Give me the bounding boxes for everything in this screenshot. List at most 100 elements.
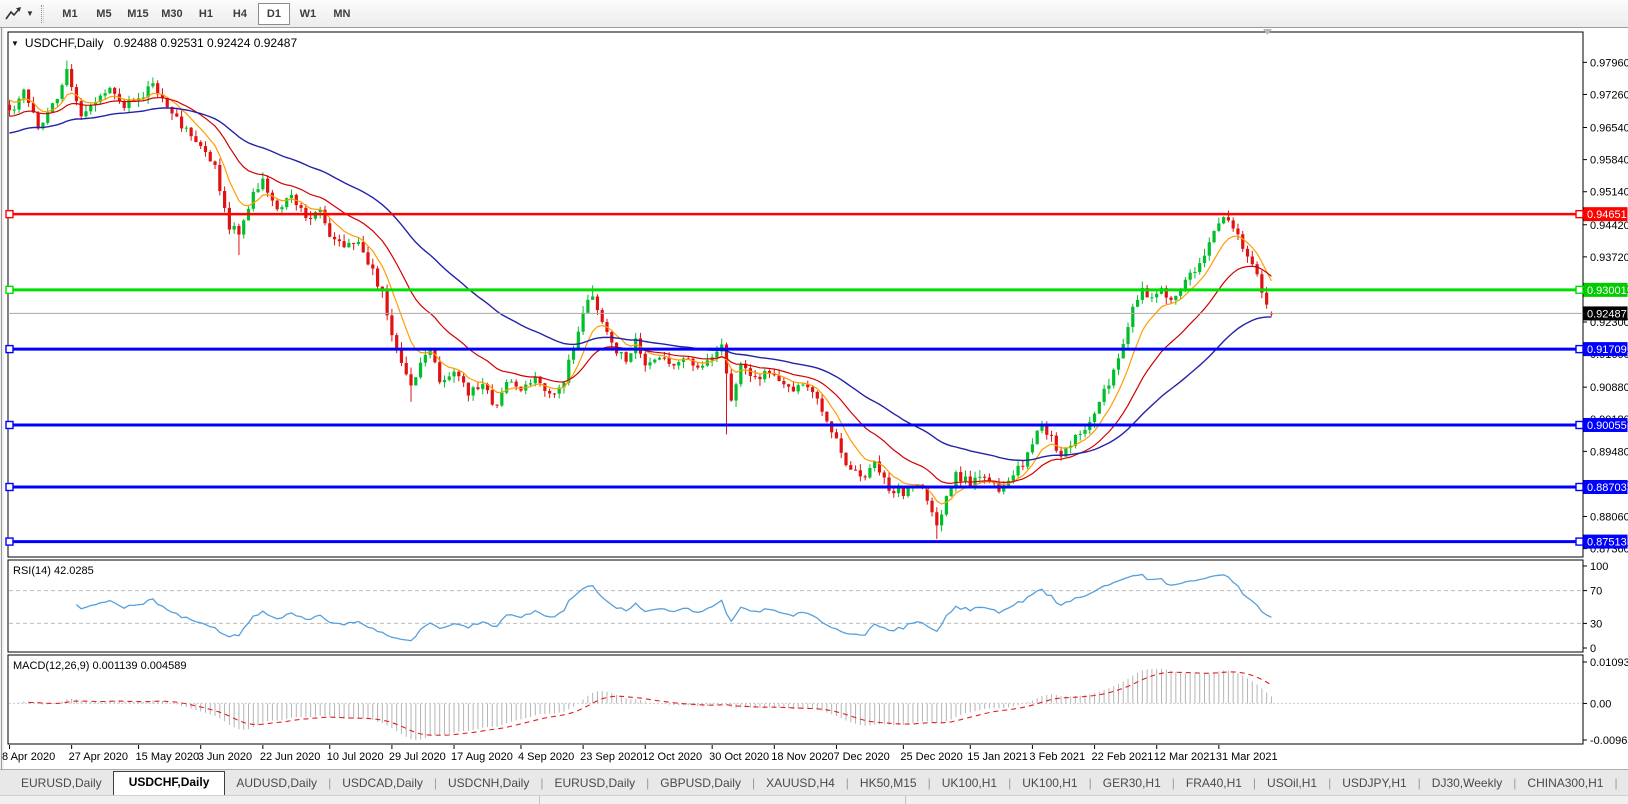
line-handle[interactable]	[6, 538, 13, 545]
price-tag-0.90055-text: 0.90055	[1587, 420, 1627, 432]
candle-body	[467, 383, 470, 396]
candle-body	[376, 269, 379, 287]
tab-GBPUSD-Daily[interactable]: GBPUSD,Daily	[649, 772, 752, 795]
candle-body	[816, 392, 819, 399]
candle-body	[419, 363, 422, 378]
candle-body	[481, 384, 484, 389]
tab-GER30-H1[interactable]: GER30,H1	[1092, 772, 1172, 795]
candle-body	[1131, 307, 1134, 327]
timeframe-button-M15[interactable]: M15	[122, 3, 154, 25]
tab-XAUUSD-H4[interactable]: XAUUSD,H4	[755, 772, 846, 795]
rsi-tick-label: 0	[1590, 643, 1596, 655]
date-tick-label: 12 Mar 2021	[1154, 751, 1216, 763]
candle-body	[1021, 466, 1024, 467]
chart-menu-triangle-icon[interactable]: ▼	[11, 39, 19, 48]
tab-USDCNH-Daily[interactable]: USDCNH,Daily	[437, 772, 540, 795]
candle-body	[763, 371, 766, 379]
candle-body	[821, 399, 824, 412]
price-tag-0.87513: 0.87513	[1584, 535, 1628, 549]
tab-UK100-H1[interactable]: UK100,H1	[1011, 772, 1088, 795]
tab-FRA40-H1[interactable]: FRA40,H1	[1175, 772, 1253, 795]
timeframe-button-H1[interactable]: H1	[190, 3, 222, 25]
line-handle[interactable]	[1576, 211, 1583, 218]
line-handle[interactable]	[1576, 286, 1583, 293]
candle-body	[954, 472, 957, 487]
candle-body	[343, 241, 346, 247]
candle-body	[854, 470, 857, 471]
candle-body	[543, 383, 546, 391]
candle-body	[758, 377, 761, 379]
line-handle[interactable]	[1576, 484, 1583, 491]
macd-tick-label: 0.00	[1590, 698, 1611, 710]
candle-body	[180, 117, 183, 129]
main-chart-panel[interactable]	[8, 32, 1583, 557]
candle-body	[252, 192, 255, 209]
tab-U[interactable]: U	[1618, 772, 1628, 795]
candle-body	[1126, 327, 1129, 344]
line-handle[interactable]	[1576, 421, 1583, 428]
price-chart[interactable]: 0.979600.972600.965400.958400.951400.944…	[0, 0, 1628, 770]
candle-body	[1012, 475, 1015, 480]
candle-body	[868, 468, 871, 477]
candle-body	[548, 391, 551, 394]
candle-body	[586, 300, 589, 313]
tab-USDCHF-Daily[interactable]: USDCHF,Daily	[113, 771, 226, 795]
chart-cursor-icon[interactable]	[4, 6, 24, 22]
candle-body	[347, 243, 350, 247]
timeframe-button-W1[interactable]: W1	[292, 3, 324, 25]
tab-DJ30-Weekly[interactable]: DJ30,Weekly	[1421, 772, 1513, 795]
timeframe-button-M1[interactable]: M1	[54, 3, 86, 25]
macd-panel[interactable]	[8, 655, 1583, 744]
candle-body	[60, 85, 63, 99]
line-handle[interactable]	[6, 484, 13, 491]
timeframe-button-M5[interactable]: M5	[88, 3, 120, 25]
candle-body	[582, 313, 585, 332]
timeframe-button-H4[interactable]: H4	[224, 3, 256, 25]
tab-USDCAD-Daily[interactable]: USDCAD,Daily	[331, 772, 434, 795]
price-tick-label: 0.95840	[1590, 155, 1628, 167]
price-tag-0.87513-text: 0.87513	[1587, 537, 1627, 549]
candle-body	[696, 366, 699, 368]
date-tick-label: 3 Feb 2021	[1029, 751, 1085, 763]
candle-body	[859, 470, 862, 476]
candle-body	[366, 252, 369, 264]
tab-USDJPY-H1[interactable]: USDJPY,H1	[1331, 772, 1417, 795]
candle-body	[849, 465, 852, 470]
line-handle[interactable]	[6, 211, 13, 218]
line-handle[interactable]	[6, 346, 13, 353]
toolbar-grip[interactable]	[41, 5, 44, 23]
candle-body	[185, 128, 188, 129]
tab-HK50-M15[interactable]: HK50,M15	[849, 772, 928, 795]
candle-body	[730, 374, 733, 401]
candle-body	[448, 376, 451, 380]
candle-body	[1208, 242, 1211, 255]
tab-CHINA300-H1[interactable]: CHINA300,H1	[1516, 772, 1614, 795]
line-handle[interactable]	[1576, 346, 1583, 353]
timeframe-button-M30[interactable]: M30	[156, 3, 188, 25]
candle-body	[357, 242, 360, 244]
date-tick-label: 25 Dec 2020	[900, 751, 962, 763]
candle-body	[190, 128, 193, 136]
tab-USOil-H1[interactable]: USOil,H1	[1256, 772, 1328, 795]
line-handle[interactable]	[6, 286, 13, 293]
candle-body	[668, 358, 671, 364]
candle-body	[70, 69, 73, 87]
candle-body	[1232, 220, 1235, 228]
tab-EURUSD-Daily[interactable]: EURUSD,Daily	[10, 772, 113, 795]
date-tick-label: 10 Jul 2020	[327, 751, 384, 763]
chevron-down-icon[interactable]: ▼	[26, 9, 34, 18]
rsi-panel[interactable]	[8, 560, 1583, 652]
candle-body	[940, 515, 943, 526]
tab-AUDUSD-Daily[interactable]: AUDUSD,Daily	[225, 772, 328, 795]
timeframe-button-MN[interactable]: MN	[326, 3, 358, 25]
top-toolbar: ▼ M1M5M15M30H1H4D1W1MN	[0, 0, 1628, 28]
line-handle[interactable]	[6, 421, 13, 428]
candle-body	[1107, 385, 1110, 388]
rsi-indicator-label: RSI(14) 42.0285	[13, 565, 94, 577]
tab-UK100-H1[interactable]: UK100,H1	[931, 772, 1008, 795]
date-tick-label: 12 Oct 2020	[642, 751, 702, 763]
line-handle[interactable]	[1576, 538, 1583, 545]
timeframe-button-D1[interactable]: D1	[258, 3, 290, 25]
price-tag-0.94651: 0.94651	[1584, 207, 1628, 221]
tab-EURUSD-Daily[interactable]: EURUSD,Daily	[543, 772, 646, 795]
